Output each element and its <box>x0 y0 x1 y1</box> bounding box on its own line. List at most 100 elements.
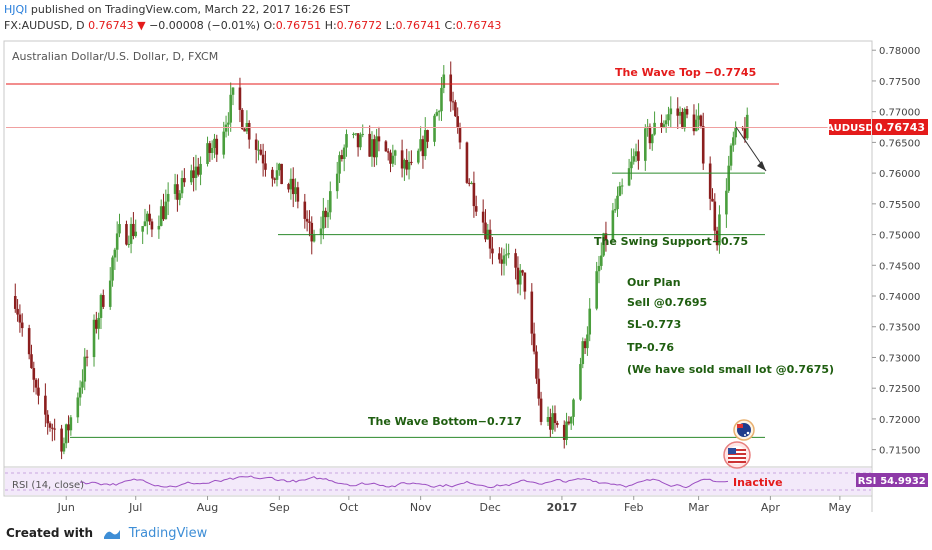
candle-body <box>303 201 307 219</box>
candle-body <box>294 187 297 195</box>
candle-body <box>34 379 38 388</box>
candle-body <box>648 126 652 144</box>
candle-body <box>62 443 66 452</box>
candle-body <box>92 319 96 358</box>
candle-body <box>456 116 459 128</box>
candle-body <box>352 133 355 135</box>
australia-flag-icon <box>733 419 755 441</box>
high-value: 0.76772 <box>336 19 383 32</box>
y-tick-label: 0.72500 <box>879 384 920 395</box>
candle-body <box>423 130 427 157</box>
close-value: 0.76743 <box>455 19 502 32</box>
candle-body <box>389 152 392 164</box>
candle-body <box>111 257 114 281</box>
candle-body <box>231 87 235 95</box>
y-tick-label: 0.77000 <box>879 108 920 119</box>
candle-body <box>505 254 508 256</box>
candle-body <box>437 111 441 113</box>
rsi-label: RSI (14, close) <box>12 480 84 491</box>
x-tick-label: Feb <box>624 501 643 514</box>
candle-body <box>421 139 425 157</box>
candle-body <box>261 154 265 164</box>
candle-body <box>238 87 242 110</box>
candle-body <box>442 74 446 88</box>
candle-body <box>530 291 534 334</box>
y-tick-label: 0.78000 <box>879 46 920 57</box>
candle-body <box>16 308 19 315</box>
candle-body <box>134 231 138 237</box>
candle-body <box>597 265 601 272</box>
tradingview-brand[interactable]: TradingView <box>128 526 208 541</box>
candle-body <box>46 414 49 424</box>
candle-body <box>588 308 592 335</box>
candle-body <box>664 120 668 125</box>
candle-body <box>611 210 615 240</box>
candle-body <box>37 387 40 396</box>
candle-body <box>701 126 705 164</box>
plan-line: (We have sold small lot @0.7675) <box>627 363 834 376</box>
y-tick-label: 0.75500 <box>879 200 920 211</box>
candle-body <box>44 395 47 415</box>
candle-body <box>384 141 388 152</box>
candle-body <box>555 423 559 425</box>
candle-body <box>32 368 36 380</box>
candle-body <box>373 139 376 158</box>
candle-body <box>291 178 295 195</box>
author-link[interactable]: HJQI <box>4 3 28 16</box>
candle-body <box>335 173 339 192</box>
candle-body <box>586 334 589 349</box>
candle-body <box>51 427 54 429</box>
plan-line: TP-0.76 <box>627 341 674 354</box>
candle-body <box>254 139 258 150</box>
down-arrow-icon: ▼ <box>137 19 146 32</box>
candle-body <box>264 163 267 170</box>
candle-body <box>417 150 420 163</box>
candle-body <box>472 182 476 207</box>
y-tick-label: 0.72000 <box>879 415 920 426</box>
y-tick-label: 0.75000 <box>879 231 920 242</box>
candle-body <box>449 74 453 102</box>
candle-body <box>699 115 703 127</box>
y-tick-label: 0.76000 <box>879 169 920 180</box>
candle-body <box>194 166 198 178</box>
publish-info: HJQI published on TradingView.com, March… <box>4 3 350 16</box>
last-price: 0.76743 <box>88 19 134 32</box>
candle-body <box>697 115 700 120</box>
candle-body <box>734 127 737 138</box>
candle-body <box>141 226 144 232</box>
candle-body <box>148 213 151 222</box>
inactive-label: Inactive <box>733 476 783 489</box>
candle-body <box>208 143 212 153</box>
candle-body <box>259 149 263 155</box>
arrow-head-icon <box>757 161 766 171</box>
audusd-price-tag: AUDUSD 0.76743 <box>826 119 928 135</box>
y-tick-label: 0.71500 <box>879 446 920 457</box>
candle-body <box>514 253 517 268</box>
candle-body <box>129 223 133 244</box>
low-label: L: <box>385 19 396 32</box>
tradingview-logo-icon <box>103 529 120 539</box>
candle-body <box>342 147 346 160</box>
candle-body <box>630 161 633 169</box>
candle-body <box>732 137 735 146</box>
y-tick-label: 0.74000 <box>879 292 920 303</box>
candle-body <box>324 210 327 218</box>
candle-body <box>340 155 344 160</box>
candle-body <box>125 224 128 245</box>
candle-body <box>64 424 68 444</box>
low-value: 0.76741 <box>395 19 442 32</box>
candle-body <box>518 270 522 285</box>
candle-body <box>729 145 733 166</box>
candle-body <box>713 201 717 231</box>
candle-body <box>27 328 31 355</box>
x-tick-label: Oct <box>339 501 359 514</box>
candle-body <box>215 138 219 155</box>
candle-body <box>78 387 82 398</box>
candle-body <box>604 233 608 240</box>
candle-body <box>289 178 293 190</box>
candle-body <box>229 94 232 123</box>
candle-body <box>67 424 70 431</box>
plot-frame <box>3 40 873 497</box>
candle-body <box>370 139 374 157</box>
